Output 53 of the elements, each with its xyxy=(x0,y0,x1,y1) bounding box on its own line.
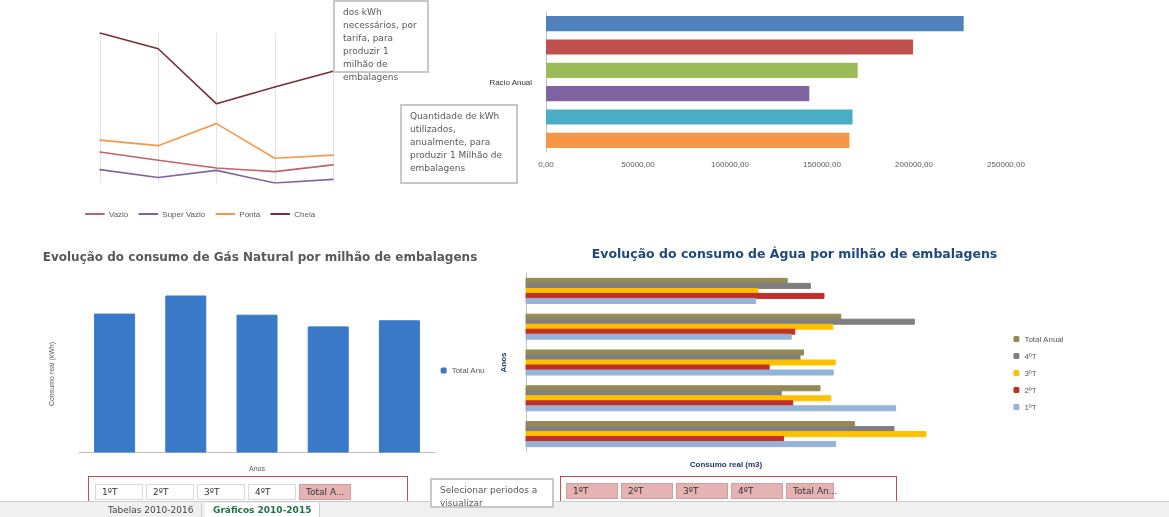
text: 2ºT xyxy=(146,484,194,500)
bar xyxy=(525,441,837,448)
text: 4ºT xyxy=(731,483,783,499)
bar xyxy=(546,86,810,102)
text: 1ºT xyxy=(566,483,618,499)
bar xyxy=(525,405,897,412)
legend-label: Cheia xyxy=(294,209,316,219)
bar xyxy=(165,295,207,453)
bar xyxy=(236,314,278,453)
legend-label: 4ºT xyxy=(1024,351,1037,361)
legend-label: Vazio xyxy=(108,209,129,219)
text: Selecionar periodos a visualizar xyxy=(430,478,554,508)
legend-label: Total Anu xyxy=(451,366,485,375)
text: Total An... xyxy=(792,485,838,498)
text: Gráficos 2010-2015 xyxy=(205,503,321,517)
chart-title: Evolução do consumo de Água por milhão de embalagens xyxy=(591,246,998,261)
text: 3ºT xyxy=(197,484,245,500)
bar xyxy=(378,320,420,453)
x-tick-label: 150000,00 xyxy=(803,159,842,169)
x-tick-label: 50000,00 xyxy=(621,159,656,169)
bar xyxy=(307,326,349,453)
text: Tabelas 2010-2016 xyxy=(100,503,203,517)
legend-label: Total Anual xyxy=(1024,334,1064,344)
text: 3ºT xyxy=(676,483,728,499)
text: 2ºT xyxy=(621,483,673,499)
chart-title: Evolução do consumo de Gás Natural por milhão de embalagens xyxy=(42,250,478,264)
bar xyxy=(525,297,757,304)
bar xyxy=(546,132,850,148)
bar xyxy=(525,369,834,376)
legend-label: Ponta xyxy=(239,209,261,219)
legend-label: Super Vazio xyxy=(162,209,206,219)
bar xyxy=(546,62,858,78)
legend-label: 1ºT xyxy=(1024,402,1037,412)
text: 1ºT xyxy=(95,484,143,500)
annotation: dos kWh necessários, por tarifa, para produzir 1 milhão de embalagens xyxy=(342,6,418,82)
text: 4ºT xyxy=(248,484,296,500)
x-axis-title: Consumo real (m3) xyxy=(689,459,763,469)
y-axis-title: Racio Anual xyxy=(489,77,533,87)
x-tick-label: 100000,00 xyxy=(711,159,750,169)
legend-label: 2ºT xyxy=(1024,385,1037,395)
x-tick-label: 0,00 xyxy=(538,159,555,169)
text: Quantidade de kWh utilizados, anualmente, para produzir 1 Milhão de embalagens xyxy=(400,104,518,184)
y-axis-title: Anos xyxy=(498,351,508,373)
bar xyxy=(94,313,136,453)
bar xyxy=(546,16,964,32)
text: Total A... xyxy=(299,484,351,500)
x-tick-label: 250000,00 xyxy=(987,159,1026,169)
bar xyxy=(525,359,836,366)
x-tick-label: 200000,00 xyxy=(895,159,934,169)
bar xyxy=(525,333,792,340)
bar xyxy=(546,39,914,55)
bar xyxy=(546,109,853,125)
legend-label: 3ºT xyxy=(1024,368,1037,378)
